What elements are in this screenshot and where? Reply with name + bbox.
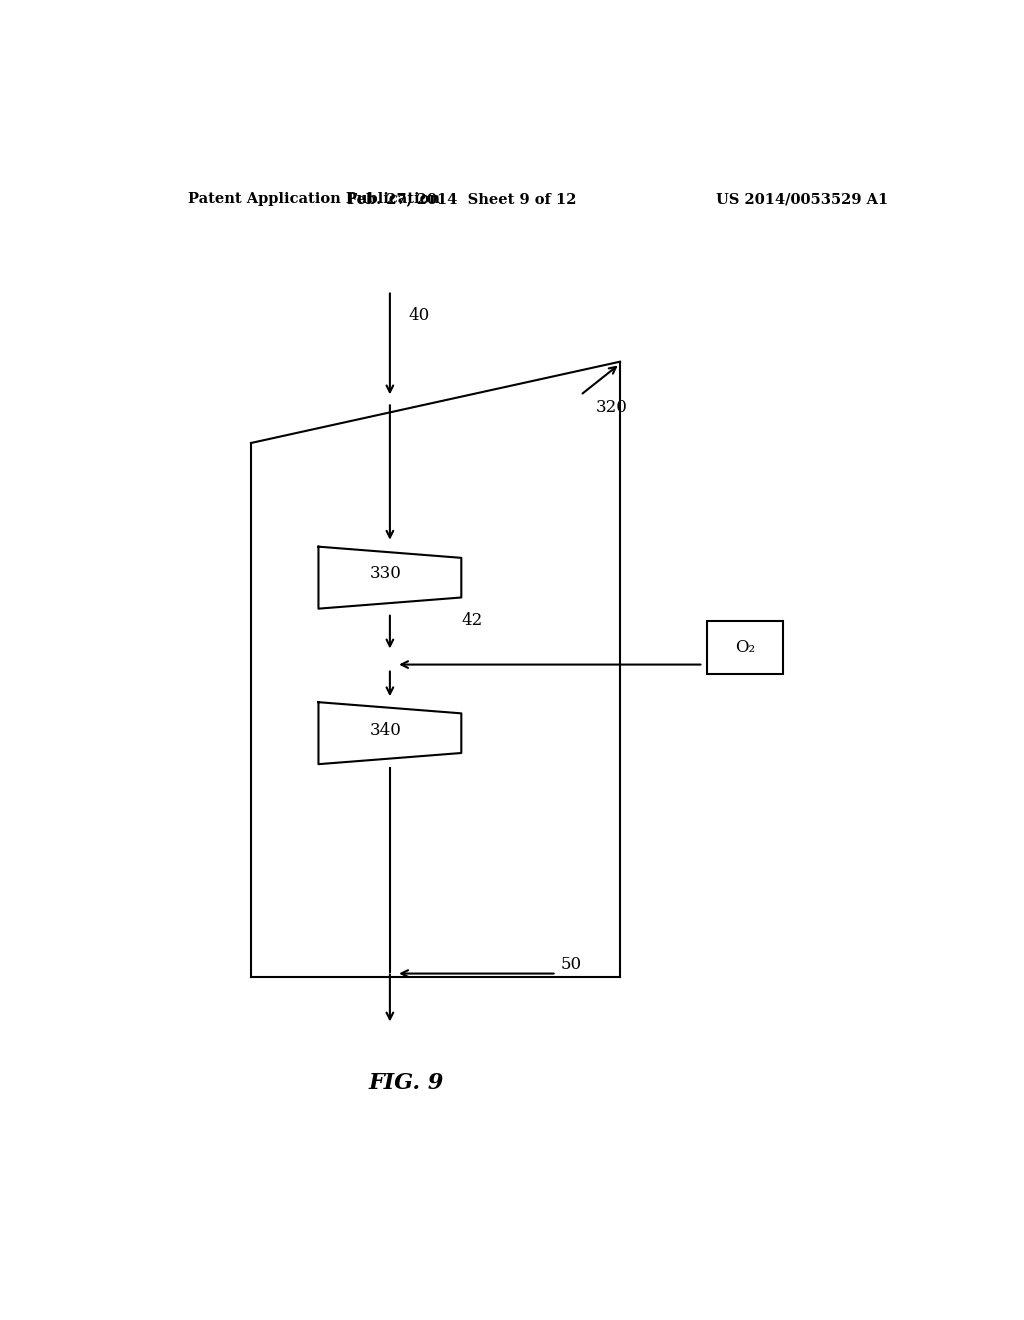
Text: FIG. 9: FIG. 9	[368, 1072, 443, 1094]
Text: US 2014/0053529 A1: US 2014/0053529 A1	[717, 191, 889, 206]
Text: 40: 40	[409, 308, 429, 325]
Text: Patent Application Publication: Patent Application Publication	[187, 191, 439, 206]
Text: 42: 42	[461, 612, 482, 630]
Text: 50: 50	[560, 956, 582, 973]
Bar	[708, 620, 782, 673]
Text: O₂: O₂	[735, 639, 756, 656]
Text: Feb. 27, 2014  Sheet 9 of 12: Feb. 27, 2014 Sheet 9 of 12	[346, 191, 577, 206]
Text: 330: 330	[370, 565, 401, 582]
Text: 340: 340	[370, 722, 401, 739]
Text: 320: 320	[596, 399, 628, 416]
